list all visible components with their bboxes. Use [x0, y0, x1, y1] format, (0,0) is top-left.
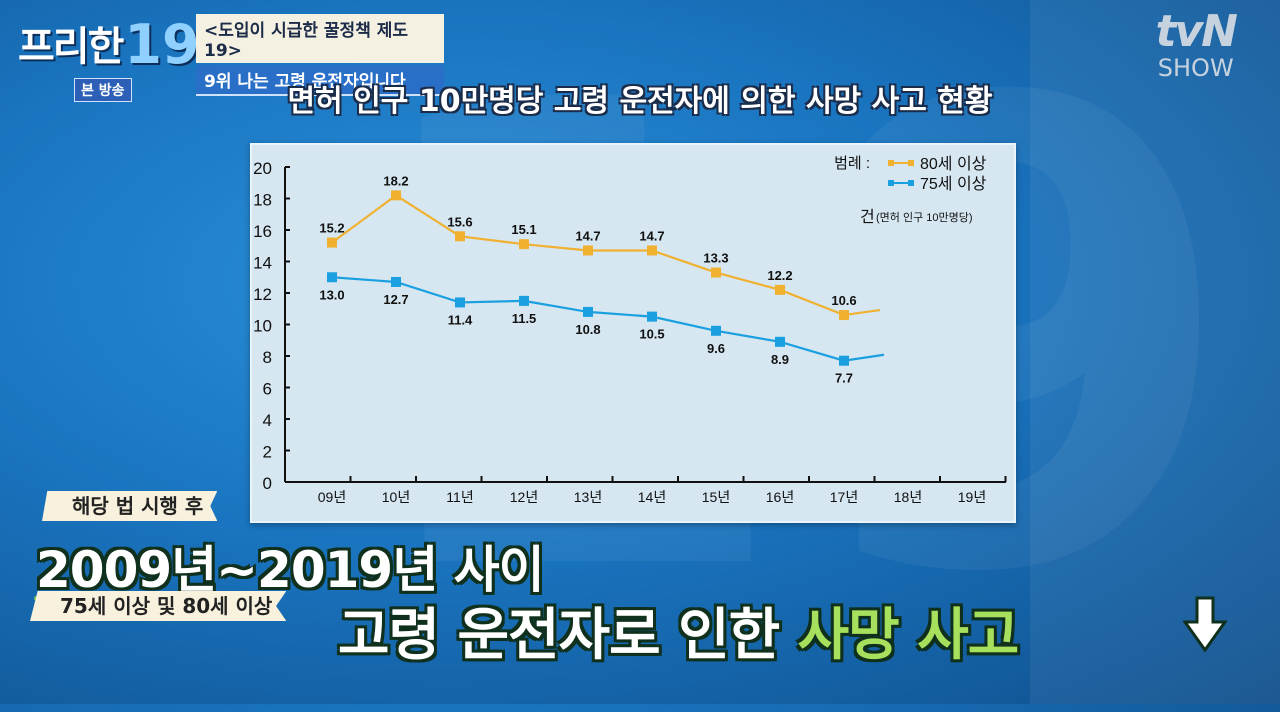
- x-tick-label: 14년: [638, 489, 666, 505]
- y-tick-label: 8: [263, 348, 272, 367]
- topic-line-2: 9위 나는 고령 운전자입니다: [196, 65, 444, 96]
- data-point-marker: [327, 237, 337, 248]
- data-point-marker: [647, 311, 657, 322]
- headline-2: 고령 운전자로 인한 사망 사고: [338, 590, 1020, 671]
- logo-number: 19: [124, 13, 200, 76]
- data-point-marker: [455, 231, 465, 242]
- data-point-marker: [775, 284, 785, 295]
- data-label: 15.1: [511, 222, 536, 237]
- x-tick-label: 18년: [894, 489, 922, 505]
- x-tick-label: 12년: [510, 489, 538, 505]
- data-label: 8.9: [771, 352, 789, 367]
- y-tick-label: 6: [263, 380, 272, 399]
- chart-card: 0 2 4 6 8 10 12 14 16 18 20 09년 10년 11년 12년 13년 14년 15년 16…: [250, 143, 1016, 523]
- unit-note: (면허 인구 10만명당): [876, 211, 973, 224]
- data-label: 15.2: [319, 221, 344, 236]
- legend-item: 75세 이상: [920, 175, 987, 193]
- x-tick-label: 09년: [318, 489, 346, 505]
- x-tick-label: 15년: [702, 489, 730, 505]
- data-point-marker: [583, 245, 593, 256]
- caption-tag-1: 해당 법 시행 후: [42, 491, 218, 521]
- headline-1: 2009년~2019년 사이: [36, 541, 545, 599]
- data-point-marker: [775, 336, 785, 347]
- y-tick-label: 20: [253, 159, 272, 178]
- x-tick-label: 16년: [766, 489, 794, 505]
- series-line: [331, 276, 885, 362]
- data-point-marker: [839, 310, 849, 321]
- data-label: 15.6: [447, 214, 472, 229]
- chart-title: 면허 인구 10만명당 고령 운전자에 의한 사망 사고 현황: [287, 84, 993, 119]
- y-tick-label: 16: [253, 222, 272, 241]
- data-point-marker: [583, 306, 593, 317]
- x-tick-label: 11년: [446, 489, 473, 505]
- data-label: 10.5: [639, 327, 664, 342]
- data-label: 13.3: [703, 251, 728, 266]
- topic-line-1: <도입이 시급한 꿀정책 제도 19>: [196, 14, 444, 63]
- y-tick-label: 4: [263, 411, 272, 430]
- y-tick-label: 2: [263, 443, 272, 462]
- data-label: 12.7: [383, 292, 408, 307]
- headline-2-green: 사망 사고: [797, 603, 1020, 668]
- logo-text: 프리한: [18, 24, 124, 70]
- data-label: 9.6: [707, 341, 725, 356]
- topic-banner: <도입이 시급한 꿀정책 제도 19> 9위 나는 고령 운전자입니다: [196, 14, 444, 96]
- headline-2-white: 고령 운전자로 인한: [338, 603, 798, 668]
- legend-item: 80세 이상: [920, 155, 987, 173]
- data-label: 12.2: [767, 268, 792, 283]
- y-tick-label: 12: [253, 285, 272, 304]
- data-point-marker: [391, 190, 401, 201]
- y-tick-label: 14: [253, 254, 272, 273]
- show-logo: 프리한 19: [18, 14, 200, 72]
- channel-name: tvN: [1155, 6, 1238, 57]
- channel-sub: SHOW: [1157, 54, 1234, 82]
- data-label: 14.7: [575, 228, 600, 243]
- data-point-marker: [711, 267, 721, 278]
- data-point-marker: [455, 297, 465, 308]
- x-tick-label: 17년: [830, 489, 858, 505]
- data-label: 10.8: [575, 322, 600, 337]
- data-label: 14.7: [639, 228, 664, 243]
- data-point-marker: [519, 239, 529, 250]
- x-tick-label: 19년: [958, 489, 986, 505]
- data-point-marker: [647, 245, 657, 256]
- data-label: 7.7: [835, 371, 853, 386]
- data-point-marker: [839, 355, 849, 366]
- background-panel: [1030, 0, 1280, 704]
- unit-label: 건: [860, 208, 875, 226]
- data-label: 13.0: [319, 287, 344, 302]
- down-arrow-icon: [1183, 596, 1227, 652]
- data-label: 18.2: [383, 173, 408, 188]
- broadcast-badge: 본 방송: [74, 78, 132, 102]
- x-tick-label: 13년: [574, 489, 602, 505]
- legend-title: 범례 :: [834, 155, 870, 172]
- data-point-marker: [711, 325, 721, 336]
- y-tick-label: 0: [263, 474, 272, 493]
- y-tick-label: 10: [253, 317, 272, 336]
- data-point-marker: [391, 276, 401, 287]
- data-point-marker: [519, 295, 529, 306]
- y-tick-label: 18: [253, 191, 272, 210]
- data-point-marker: [327, 272, 337, 283]
- series-line: [331, 194, 881, 317]
- x-tick-label: 10년: [382, 489, 410, 505]
- data-label: 11.5: [512, 311, 537, 326]
- data-label: 11.4: [448, 312, 473, 327]
- channel-logo: tvN SHOW: [1155, 6, 1238, 82]
- data-label: 10.6: [831, 293, 856, 308]
- caption-tag-2: 75세 이상 및 80세 이상: [30, 591, 287, 621]
